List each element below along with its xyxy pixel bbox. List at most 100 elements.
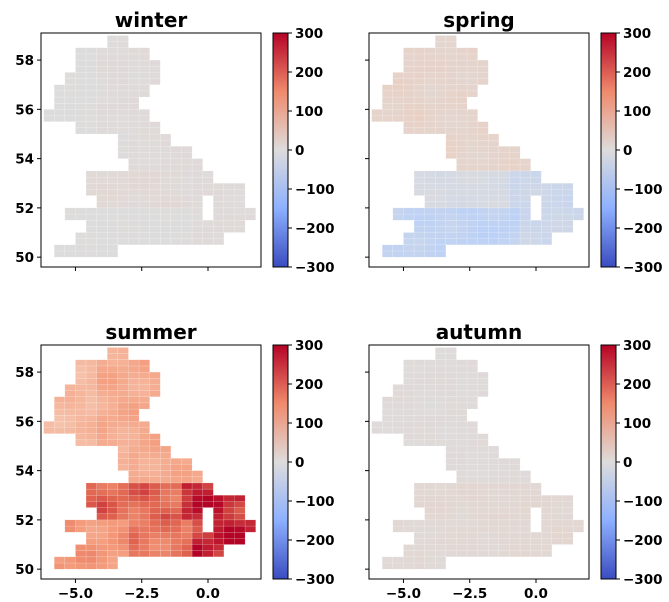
heatmap-cell-north xyxy=(96,433,108,441)
heatmap-cell-northwest xyxy=(75,378,87,385)
heatmap-cell-north xyxy=(170,164,182,172)
heatmap-cell-north xyxy=(445,365,457,373)
x-tick-label: −5.0 xyxy=(386,586,421,602)
heatmap-cell-southwest xyxy=(117,219,129,227)
heatmap-cell-midlands xyxy=(107,176,119,184)
heatmap-cell-southeast xyxy=(477,219,489,227)
heatmap-cell-east xyxy=(562,495,574,502)
heatmap-cell-north xyxy=(117,353,129,360)
heatmap-cell-southeast xyxy=(170,238,182,246)
heatmap-cell-east xyxy=(181,488,193,496)
heatmap-cell-east xyxy=(551,183,563,190)
heatmap-cell-north xyxy=(498,458,510,465)
heatmap-cell-southwest xyxy=(85,544,97,551)
heatmap-cell-north xyxy=(424,121,436,129)
heatmap-cell-north xyxy=(466,78,478,85)
heatmap-cell-north xyxy=(424,427,436,434)
heatmap-cell-east xyxy=(530,544,542,551)
heatmap-cell-east xyxy=(562,207,574,215)
heatmap-cell-midlands xyxy=(435,201,447,209)
heatmap-cell-east xyxy=(213,513,225,521)
heatmap-cell-southeast xyxy=(498,207,510,215)
heatmap-cell-east xyxy=(519,183,531,190)
heatmap-cell-north xyxy=(424,109,436,116)
heatmap-cell-northwest xyxy=(382,427,394,434)
heatmap-cell-east xyxy=(541,550,553,558)
heatmap-cell-north xyxy=(424,127,436,135)
heatmap-cell-east xyxy=(223,538,235,545)
heatmap-cell-east xyxy=(519,176,531,184)
heatmap-cell-north xyxy=(160,139,172,147)
heatmap-cell-northwest xyxy=(403,84,415,92)
heatmap-cell-northwest xyxy=(85,396,97,404)
heatmap-cell-southeast xyxy=(149,232,161,239)
heatmap-cell-northwest xyxy=(382,421,394,428)
heatmap-cell-east xyxy=(244,525,256,533)
heatmap-cell-north xyxy=(435,115,447,122)
heatmap-cell-southwest xyxy=(54,250,66,258)
heatmap-cell-southeast xyxy=(456,226,468,233)
heatmap-cells xyxy=(371,347,584,570)
heatmap-cell-east xyxy=(213,219,225,227)
heatmap-cell-north xyxy=(466,139,478,147)
heatmap-cell-north xyxy=(107,115,119,122)
heatmap-cell-southwest xyxy=(64,562,76,570)
heatmap-cell-northwest xyxy=(413,127,425,135)
heatmap-cell-east xyxy=(530,183,542,190)
heatmap-cell-north xyxy=(424,384,436,391)
heatmap-cell-north xyxy=(445,115,457,122)
heatmap-cell-north xyxy=(435,390,447,397)
colorbar-tick-label: 100 xyxy=(295,104,323,120)
heatmap-cell-southwest xyxy=(392,213,404,221)
heatmap-cell-northwest xyxy=(64,396,76,404)
heatmap-cell-north xyxy=(138,390,150,397)
heatmap-cell-north xyxy=(117,53,129,61)
heatmap-cell-northwest xyxy=(392,115,404,122)
heatmap-cell-north xyxy=(435,347,447,354)
heatmap-cell-east xyxy=(530,538,542,545)
heatmap-cell-east xyxy=(562,226,574,233)
heatmap-cell-northwest xyxy=(75,78,87,85)
heatmap-cell-northwest xyxy=(85,90,97,98)
heatmap-cell-midlands xyxy=(128,189,140,196)
heatmap-cell-northwest xyxy=(75,427,87,434)
heatmap-cell-midlands xyxy=(413,176,425,184)
heatmap-cell-east xyxy=(562,501,574,508)
heatmap-cell-east xyxy=(181,176,193,184)
heatmap-cell-midlands xyxy=(117,189,129,196)
heatmap-cell-east xyxy=(519,207,531,215)
heatmap-cell-southwest xyxy=(413,525,425,533)
heatmap-cell-north xyxy=(149,127,161,135)
heatmap-cell-north xyxy=(424,396,436,404)
heatmap-cell-east xyxy=(213,501,225,508)
heatmap-cell-southwest xyxy=(445,532,457,539)
heatmap-cell-southwest xyxy=(75,550,87,558)
heatmap-cell-north xyxy=(107,72,119,79)
heatmap-cell-east xyxy=(234,513,246,521)
colorbar-tick-label: 0 xyxy=(295,143,304,159)
heatmap-cell-east xyxy=(234,495,246,502)
heatmap-cell-midlands xyxy=(498,513,510,521)
heatmap-cell-midlands xyxy=(477,482,489,490)
heatmap-cell-east xyxy=(509,507,521,514)
heatmap-cell-north xyxy=(117,390,129,397)
heatmap-cell-southwest xyxy=(424,238,436,246)
heatmap-cell-northwest xyxy=(85,359,97,367)
heatmap-cell-midlands xyxy=(466,195,478,202)
heatmap-cell-north xyxy=(149,121,161,129)
heatmap-cell-northwest xyxy=(413,415,425,422)
heatmap-cell-southeast xyxy=(488,219,500,227)
heatmap-cell-north xyxy=(128,102,140,110)
heatmap-cell-southwest xyxy=(107,238,119,246)
heatmap-cell-northwest xyxy=(75,439,87,447)
heatmap-cell-southwest xyxy=(85,562,97,570)
heatmap-cell-midlands xyxy=(488,501,500,508)
heatmap-cell-north xyxy=(96,96,108,104)
heatmap-cell-southwest xyxy=(107,219,119,227)
heatmap-cell-east xyxy=(202,226,214,233)
heatmap-cell-southwest xyxy=(435,556,447,564)
heatmap-cell-east xyxy=(213,495,225,502)
heatmap-cell-north xyxy=(445,347,457,354)
heatmap-cell-east xyxy=(213,207,225,215)
heatmap-cell-midlands xyxy=(138,488,150,496)
